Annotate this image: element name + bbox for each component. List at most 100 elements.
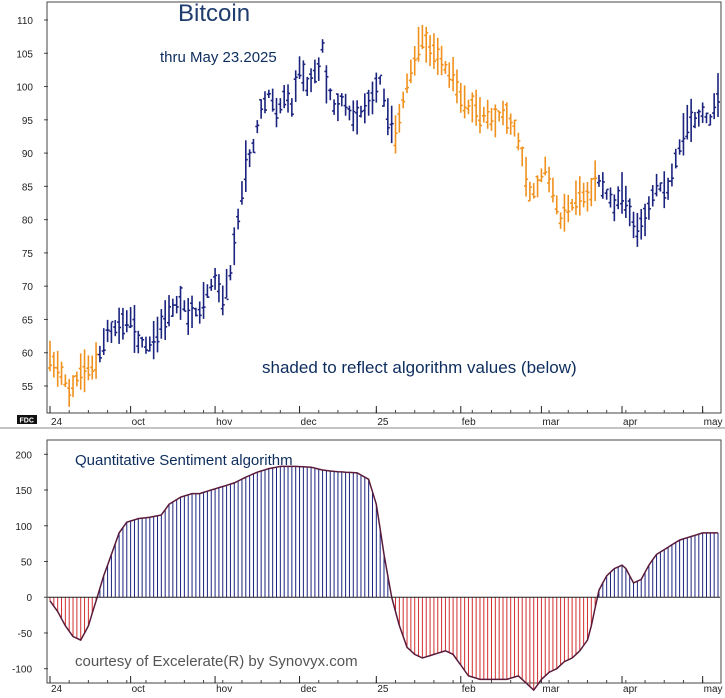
price-bar <box>543 156 548 176</box>
price-bar <box>700 102 705 123</box>
price-bar <box>397 103 402 133</box>
price-bar <box>524 156 529 197</box>
shading-annotation: shaded to reflect algorithm values (belo… <box>262 358 577 377</box>
price-bar <box>59 361 64 385</box>
price-bar <box>289 98 294 117</box>
price-bar <box>673 148 678 169</box>
price-bar <box>178 285 183 320</box>
sentiment-x-tick-label: dec <box>301 684 317 695</box>
price-bar <box>420 24 425 50</box>
price-bar <box>477 97 482 134</box>
price-bar <box>174 295 179 314</box>
price-bar <box>550 177 555 203</box>
price-bar <box>616 186 621 210</box>
price-bar <box>562 193 567 232</box>
price-bar <box>424 26 429 63</box>
price-bar <box>708 114 713 126</box>
price-x-tick-label: mar <box>542 417 560 428</box>
price-bar <box>278 98 283 114</box>
price-bar <box>274 97 279 128</box>
sentiment-y-ticks: 200 150 100 50 0 -50 -100 <box>12 450 48 676</box>
sentiment-x-tick-label: oct <box>132 684 146 695</box>
price-bar <box>255 120 260 134</box>
price-bar <box>366 89 371 116</box>
sentiment-x-tick-label: apr <box>623 684 638 695</box>
price-bar <box>94 342 99 379</box>
price-bar <box>612 194 617 222</box>
price-x-tick-label: oct <box>132 417 146 428</box>
price-bar <box>140 336 145 348</box>
price-bar <box>454 69 459 104</box>
price-bar <box>527 181 532 202</box>
price-bar <box>539 168 544 183</box>
price-bar <box>90 355 95 380</box>
price-bar <box>339 93 344 107</box>
price-bar <box>493 104 498 138</box>
price-bar <box>554 195 559 215</box>
price-y-tick-label: 75 <box>22 249 34 260</box>
price-x-tick-label: apr <box>623 417 638 428</box>
price-bar <box>589 177 594 207</box>
price-bar <box>216 274 221 303</box>
price-bar <box>689 98 694 143</box>
fdc-badge-text: FDC <box>20 418 34 425</box>
price-x-tick-label: 24 <box>51 417 63 428</box>
sentiment-y-tick-label: 200 <box>15 450 32 461</box>
price-bar <box>639 208 644 240</box>
price-bar <box>109 320 114 344</box>
price-bar <box>201 282 206 319</box>
price-bar <box>677 139 682 155</box>
price-bar <box>120 307 125 340</box>
price-bar <box>147 336 152 352</box>
price-x-tick-label: 25 <box>377 417 389 428</box>
price-bar <box>312 59 317 84</box>
price-x-tick-label: dec <box>301 417 317 428</box>
sentiment-y-tick-label: -50 <box>18 629 33 640</box>
sentiment-y-tick-label: -100 <box>12 665 32 676</box>
price-bar <box>51 351 56 378</box>
price-bar <box>128 307 133 329</box>
chart-title: Bitcoin <box>178 0 250 27</box>
price-bar <box>470 92 475 123</box>
price-bar <box>197 301 202 324</box>
price-bar <box>236 208 241 230</box>
sentiment-outline <box>49 465 718 692</box>
price-y-tick-label: 90 <box>22 149 34 160</box>
price-bar <box>309 68 314 93</box>
price-bar <box>209 278 214 291</box>
price-y-tick-label: 110 <box>17 16 33 27</box>
price-bar <box>374 72 379 103</box>
price-bar <box>101 328 106 355</box>
price-bar <box>293 70 298 102</box>
price-bar <box>654 173 659 197</box>
price-bar <box>347 105 352 121</box>
price-bar <box>604 188 609 200</box>
price-x-tick-label: feb <box>462 417 476 428</box>
price-y-tick-label: 65 <box>22 315 34 326</box>
fdc-badge <box>17 415 37 424</box>
price-bar <box>328 88 333 101</box>
price-bar <box>389 105 394 144</box>
price-bar <box>408 59 413 84</box>
price-y-tick-label: 70 <box>22 282 34 293</box>
price-bar <box>143 336 148 354</box>
price-bar <box>170 298 175 317</box>
price-bar <box>113 320 118 337</box>
price-bar <box>213 267 218 290</box>
price-bar <box>97 345 102 363</box>
price-bar <box>504 102 509 134</box>
price-bar <box>136 330 141 354</box>
price-bar <box>405 73 410 94</box>
price-bar <box>193 307 198 317</box>
chart-subtitle: thru May 23.2025 <box>160 49 277 66</box>
price-panel-frame <box>46 1 722 414</box>
price-bar <box>48 340 52 372</box>
price-bar <box>520 146 525 167</box>
price-bar <box>382 88 386 107</box>
price-bar <box>508 113 513 135</box>
price-bar <box>332 99 337 115</box>
price-bar <box>696 109 701 127</box>
price-bar <box>704 112 709 124</box>
price-bar <box>608 187 613 208</box>
sentiment-x-tick-label: 24 <box>51 684 63 695</box>
